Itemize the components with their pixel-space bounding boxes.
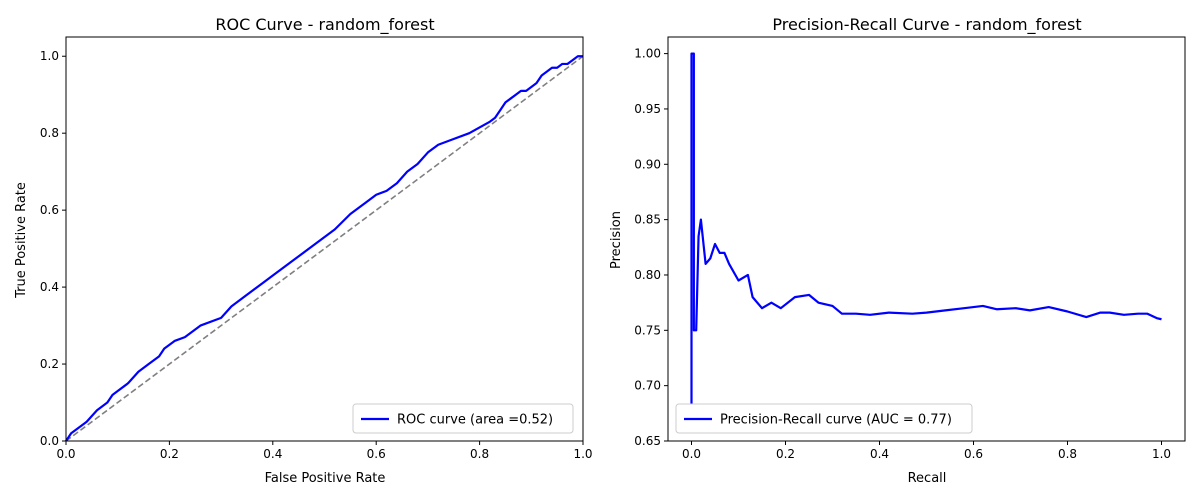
y-tick-label: 1.00: [634, 47, 661, 61]
x-tick-label: 0.2: [160, 447, 179, 461]
legend-box: [675, 403, 973, 434]
x-tick-label: 0.4: [870, 447, 889, 461]
x-tick-label: 0.8: [470, 447, 489, 461]
y-tick-label: 0.85: [634, 213, 661, 227]
y-axis-label: True Positive Rate: [14, 182, 29, 299]
y-tick-label: 0.80: [634, 268, 661, 282]
chance-diagonal-line: [65, 55, 584, 442]
plot-area: [690, 52, 1162, 419]
x-axis-label: False Positive Rate: [265, 471, 386, 486]
x-tick-label: 0.2: [776, 447, 795, 461]
y-tick-label: 0.0: [40, 434, 59, 448]
x-tick-label: 0.0: [56, 447, 75, 461]
x-tick-label: 0.0: [682, 447, 701, 461]
axes-frame: [65, 36, 584, 442]
precision-recall-chart: Precision-Recall Curve - random_forest R…: [609, 15, 1186, 486]
x-axis-label: Recall: [908, 471, 947, 486]
y-tick-label: 0.6: [40, 203, 59, 217]
y-tick-label: 0.8: [40, 126, 59, 140]
y-tick-label: 0.70: [634, 379, 661, 393]
y-tick-label: 0.95: [634, 102, 661, 116]
y-tick-label: 1.0: [40, 49, 59, 63]
legend-box: [352, 403, 574, 434]
chart-title: Precision-Recall Curve - random_forest: [772, 15, 1081, 35]
roc-chart: ROC Curve - random_forest False Positive…: [14, 15, 593, 486]
x-tick-label: 0.6: [964, 447, 983, 461]
x-tick-label: 0.8: [1058, 447, 1077, 461]
y-tick-label: 0.90: [634, 157, 661, 171]
plot-area: [65, 55, 584, 442]
x-tick-label: 0.6: [367, 447, 386, 461]
x-tick-label: 1.0: [573, 447, 592, 461]
legend-label: Precision-Recall curve (AUC = 0.77): [720, 413, 952, 428]
chart-title: ROC Curve - random_forest: [215, 15, 434, 35]
y-tick-label: 0.2: [40, 357, 59, 371]
legend-label: ROC curve (area =0.52): [397, 413, 553, 428]
y-tick-label: 0.75: [634, 323, 661, 337]
y-axis-label: Precision: [609, 211, 624, 269]
x-tick-label: 0.4: [263, 447, 282, 461]
y-tick-label: 0.65: [634, 434, 661, 448]
y-tick-label: 0.4: [40, 280, 59, 294]
series-line: [65, 55, 583, 442]
legend: ROC curve (area =0.52): [352, 403, 574, 434]
x-tick-label: 1.0: [1152, 447, 1171, 461]
series-line: [690, 52, 1162, 419]
axes-frame: [667, 36, 1186, 442]
legend: Precision-Recall curve (AUC = 0.77): [675, 403, 973, 434]
